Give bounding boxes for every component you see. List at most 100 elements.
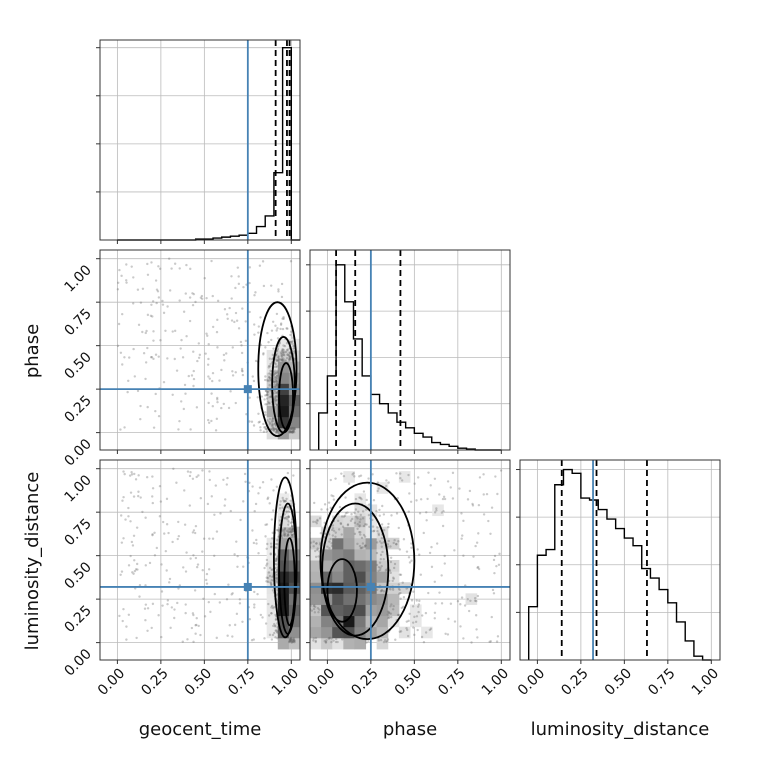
scatter-luminosity-distance-vs-geocent-time-point [161,520,165,524]
scatter-luminosity-distance-vs-phase-point [353,532,357,536]
scatter-luminosity-distance-vs-geocent-time-point [151,533,154,537]
scatter-luminosity-distance-vs-phase-density-cell [387,604,400,617]
scatter-luminosity-distance-vs-geocent-time-point [273,631,276,635]
scatter-luminosity-distance-vs-phase-density-cell [387,582,400,594]
scatter-luminosity-distance-vs-geocent-time-point [223,504,226,507]
scatter-phase-vs-geocent-time-point [267,366,270,369]
scatter-phase-vs-geocent-time-point [276,348,279,351]
scatter-phase-vs-geocent-time-point [282,315,285,319]
scatter-phase-vs-geocent-time-point [282,317,285,320]
scatter-phase-vs-geocent-time-point [200,294,204,298]
scatter-phase-vs-geocent-time-point [241,370,244,373]
scatter-luminosity-distance-vs-phase-point [391,588,395,591]
scatter-luminosity-distance-vs-geocent-time-point [213,513,216,516]
scatter-luminosity-distance-vs-phase-point [330,528,334,532]
scatter-phase-vs-geocent-time-point [290,426,294,430]
scatter-luminosity-distance-vs-phase-point [312,604,316,608]
scatter-luminosity-distance-vs-phase-point [304,596,306,598]
scatter-luminosity-distance-vs-phase-point [416,548,419,551]
scatter-phase-vs-geocent-time-point [146,273,150,276]
scatter-luminosity-distance-vs-phase-point [408,612,411,615]
scatter-luminosity-distance-vs-phase-point [433,580,436,583]
scatter-luminosity-distance-vs-phase-density-cell [387,571,400,583]
scatter-luminosity-distance-vs-phase-point [324,641,328,644]
scatter-luminosity-distance-vs-geocent-time-point [276,555,279,558]
scatter-phase-vs-geocent-time-point [210,419,213,423]
scatter-luminosity-distance-vs-geocent-time-point [159,500,163,503]
scatter-luminosity-distance-vs-geocent-time-point [286,471,290,475]
scatter-luminosity-distance-vs-geocent-time-point [138,583,142,587]
scatter-luminosity-distance-vs-phase-point [301,529,303,531]
scatter-phase-vs-geocent-time-point [157,265,160,268]
scatter-luminosity-distance-vs-geocent-time-point [271,568,274,571]
scatter-phase-vs-geocent-time-point [262,422,265,426]
scatter-phase-vs-geocent-time-point [291,430,294,433]
scatter-luminosity-distance-vs-geocent-time-point [291,533,294,537]
scatter-luminosity-distance-vs-phase-point [377,533,381,537]
scatter-phase-vs-geocent-time-point [292,429,295,433]
scatter-luminosity-distance-vs-geocent-time-ytick-label: 0.00 [61,646,94,679]
scatter-luminosity-distance-vs-phase-point [371,525,375,528]
scatter-luminosity-distance-vs-geocent-time-point [270,568,273,572]
scatter-luminosity-distance-vs-geocent-time-point [287,530,290,533]
scatter-luminosity-distance-vs-geocent-time-point [168,577,172,581]
scatter-luminosity-distance-vs-phase-point [303,539,305,541]
scatter-luminosity-distance-vs-phase-point [377,487,380,490]
scatter-luminosity-distance-vs-phase-point [306,585,308,587]
scatter-luminosity-distance-vs-phase-point [353,511,356,515]
scatter-luminosity-distance-vs-geocent-time-point [290,640,293,643]
scatter-phase-vs-geocent-time-point [268,420,271,423]
scatter-luminosity-distance-vs-geocent-time-point [285,529,288,533]
scatter-luminosity-distance-vs-geocent-time-xtick-label: 0.75 [225,666,258,699]
scatter-luminosity-distance-vs-geocent-time-point [271,606,275,610]
scatter-phase-vs-geocent-time-point [116,288,120,291]
scatter-luminosity-distance-vs-geocent-time-point [274,559,278,562]
scatter-luminosity-distance-vs-phase-point [360,536,364,540]
scatter-luminosity-distance-vs-geocent-time-point [118,614,121,618]
scatter-phase-vs-geocent-time-density-cell [288,427,300,440]
scatter-luminosity-distance-vs-geocent-time-point [213,592,217,596]
scatter-luminosity-distance-vs-phase-density-cell [432,504,444,517]
scatter-luminosity-distance-vs-phase-density-cell [310,626,322,639]
scatter-luminosity-distance-vs-phase-point [396,496,399,500]
scatter-luminosity-distance-vs-geocent-time-point [254,502,258,506]
scatter-luminosity-distance-vs-phase-point [492,558,496,562]
scatter-luminosity-distance-vs-phase-density-cell [376,571,389,583]
scatter-luminosity-distance-vs-geocent-time-point [166,602,169,606]
scatter-phase-vs-geocent-time-point [170,267,173,270]
scatter-luminosity-distance-vs-phase-point [386,610,390,613]
scatter-phase-vs-geocent-time-point [127,379,130,383]
scatter-phase-vs-geocent-time-point [268,357,272,360]
scatter-phase-vs-geocent-time-point [282,353,286,357]
scatter-luminosity-distance-vs-phase-point [378,561,382,564]
scatter-phase-vs-geocent-time-point [279,351,283,354]
scatter-luminosity-distance-vs-geocent-time-point [287,515,291,519]
scatter-luminosity-distance-vs-phase-point [376,481,380,484]
scatter-luminosity-distance-vs-phase-density-cell [354,604,367,617]
scatter-luminosity-distance-vs-geocent-time-point [144,619,147,622]
scatter-luminosity-distance-vs-geocent-time-point [283,513,286,516]
scatter-luminosity-distance-vs-geocent-time-point [130,540,134,544]
scatter-luminosity-distance-vs-geocent-time-point [168,581,171,584]
scatter-phase-vs-geocent-time-point [274,363,277,366]
scatter-luminosity-distance-vs-geocent-time-point [194,624,197,627]
scatter-luminosity-distance-vs-phase-point [377,569,380,572]
scatter-luminosity-distance-vs-phase-point [453,620,457,623]
scatter-phase-vs-geocent-time-point [264,394,267,397]
scatter-luminosity-distance-vs-phase-point [473,596,477,600]
scatter-luminosity-distance-vs-phase-density-cell [376,626,389,639]
scatter-luminosity-distance-vs-geocent-time-point [269,542,273,545]
scatter-luminosity-distance-vs-phase-point [396,613,400,617]
scatter-luminosity-distance-vs-geocent-time-point [148,561,152,565]
scatter-luminosity-distance-vs-phase-density-cell [310,548,322,561]
scatter-luminosity-distance-vs-geocent-time-point [287,531,290,534]
scatter-luminosity-distance-vs-phase-point [365,498,368,502]
scatter-luminosity-distance-vs-geocent-time-point [265,564,268,567]
scatter-luminosity-distance-vs-phase-point [475,541,479,544]
scatter-luminosity-distance-vs-phase-point [301,586,303,588]
scatter-luminosity-distance-vs-phase-point [332,495,335,498]
scatter-phase-vs-geocent-time-point [189,267,192,271]
scatter-luminosity-distance-vs-phase-point [379,638,383,642]
scatter-luminosity-distance-vs-geocent-time-point [191,477,195,480]
scatter-luminosity-distance-vs-geocent-time-ytick-label: 0.75 [61,516,94,549]
